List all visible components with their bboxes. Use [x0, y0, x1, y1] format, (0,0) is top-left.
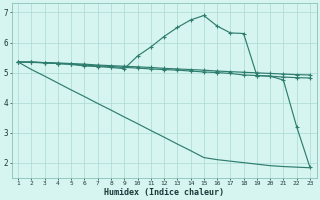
X-axis label: Humidex (Indice chaleur): Humidex (Indice chaleur)	[104, 188, 224, 197]
